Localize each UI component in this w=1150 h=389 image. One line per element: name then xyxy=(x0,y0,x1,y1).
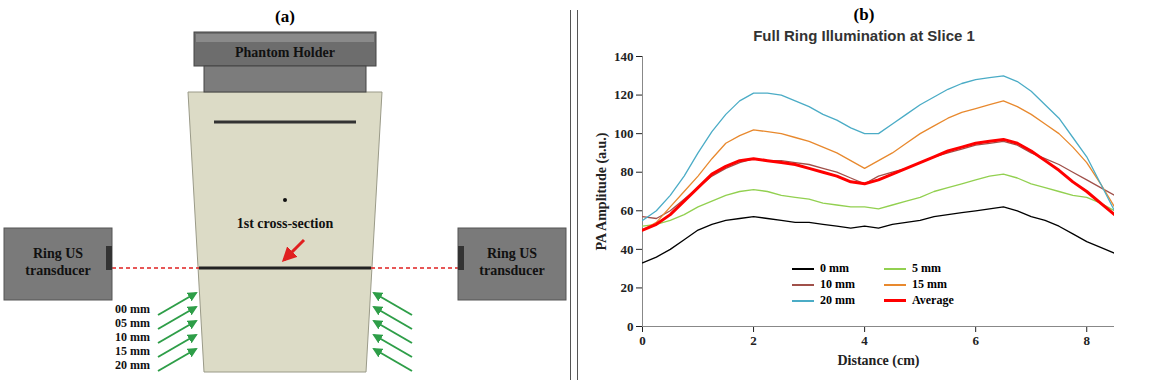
svg-text:00 mm: 00 mm xyxy=(115,302,150,316)
html-text:5 mm: 5 mm xyxy=(912,261,941,275)
svg-text:6: 6 xyxy=(972,333,979,348)
html-text:15 mm: 15 mm xyxy=(912,277,947,291)
html-text:(b): (b) xyxy=(853,5,875,24)
svg-text:40: 40 xyxy=(621,242,634,257)
svg-text:Ring US: Ring US xyxy=(487,246,537,261)
svg-text:(a): (a) xyxy=(275,7,295,26)
svg-text:4: 4 xyxy=(861,333,868,348)
svg-text:Ring US: Ring US xyxy=(33,246,83,261)
html-text:Full Ring Illumination at Slic: Full Ring Illumination at Slice 1 xyxy=(753,27,975,44)
html-text:Average: Average xyxy=(912,293,954,307)
svg-text:1st cross-section: 1st cross-section xyxy=(237,216,334,231)
svg-text:transducer: transducer xyxy=(25,263,90,278)
html-text:0 mm: 0 mm xyxy=(820,261,849,275)
svg-text:15 mm: 15 mm xyxy=(115,344,150,358)
svg-text:80: 80 xyxy=(621,164,634,179)
svg-text:Distance (cm): Distance (cm) xyxy=(837,353,919,369)
svg-text:Phantom Holder: Phantom Holder xyxy=(235,45,335,60)
svg-text:0: 0 xyxy=(639,333,646,348)
svg-text:60: 60 xyxy=(621,203,634,218)
html-text:10 mm: 10 mm xyxy=(820,277,855,291)
svg-text:0: 0 xyxy=(627,319,634,334)
svg-text:20: 20 xyxy=(621,280,634,295)
svg-text:PA Amplitude (a.u.): PA Amplitude (a.u.) xyxy=(594,132,610,250)
svg-text:100: 100 xyxy=(614,126,634,141)
svg-text:20 mm: 20 mm xyxy=(115,358,150,372)
html-text:20 mm: 20 mm xyxy=(820,293,855,307)
svg-text:10 mm: 10 mm xyxy=(115,330,150,344)
svg-text:05 mm: 05 mm xyxy=(115,316,150,330)
svg-text:120: 120 xyxy=(614,87,634,102)
svg-text:8: 8 xyxy=(1083,333,1090,348)
svg-text:transducer: transducer xyxy=(479,263,544,278)
svg-text:2: 2 xyxy=(750,333,757,348)
svg-text:140: 140 xyxy=(614,49,634,64)
